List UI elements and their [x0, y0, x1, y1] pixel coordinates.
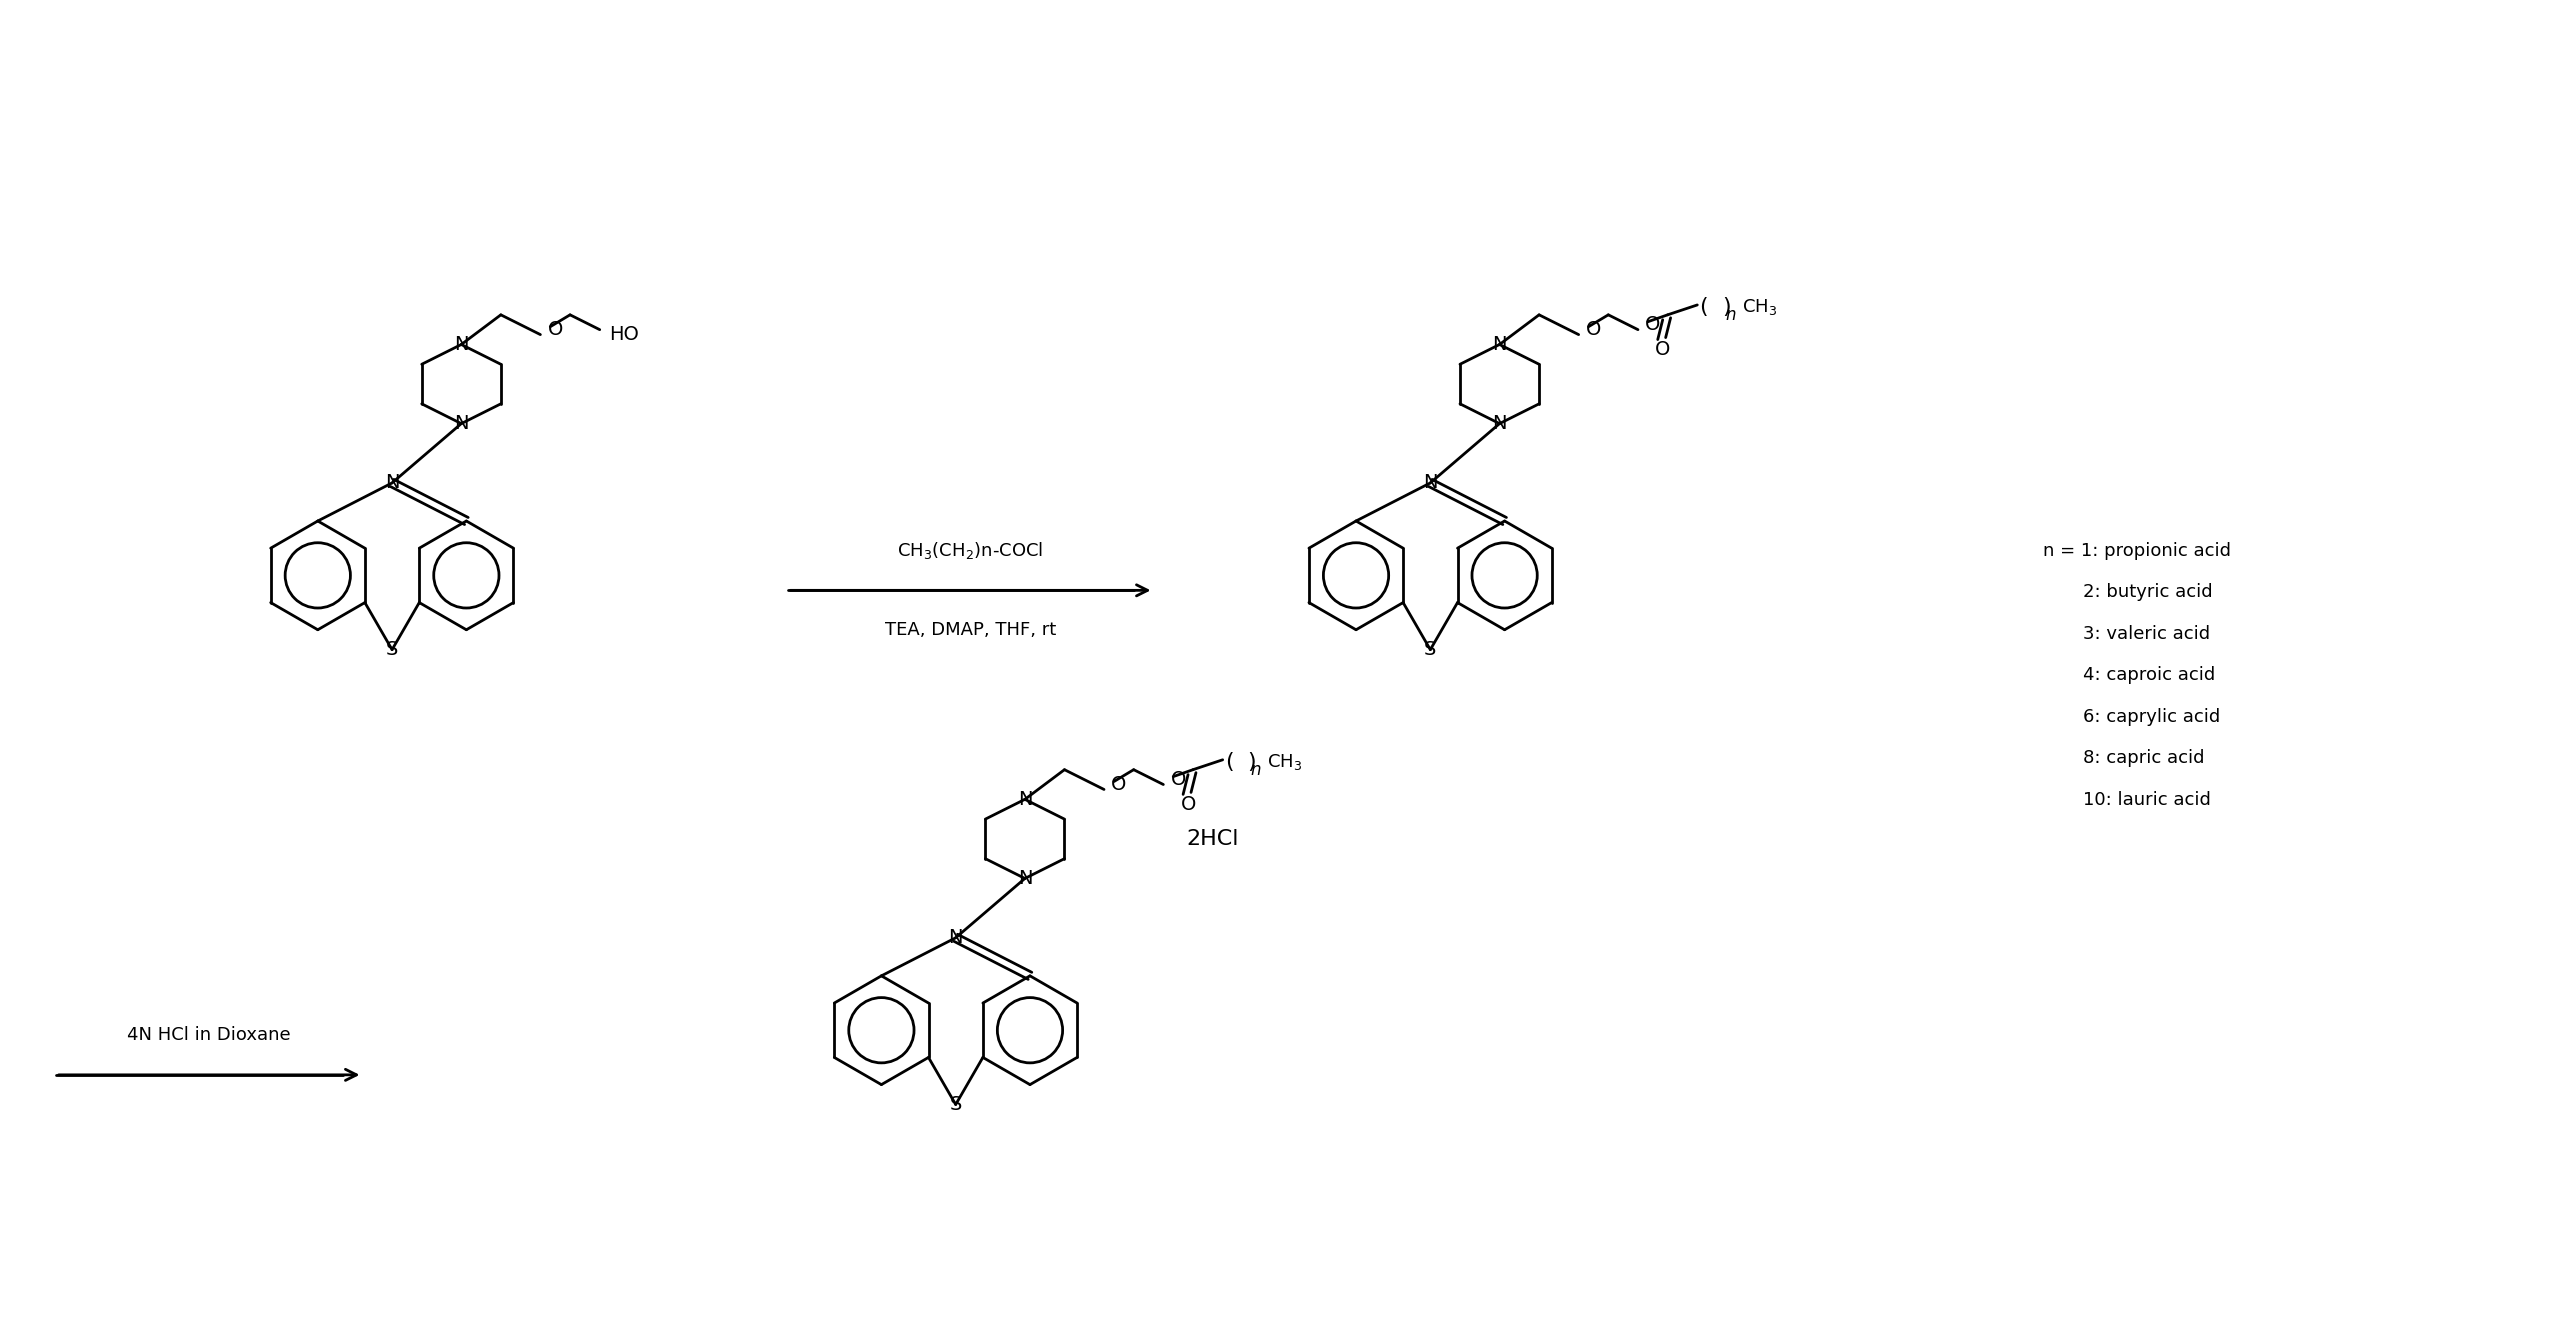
Text: S: S [949, 1095, 962, 1114]
Text: CH$_3$(CH$_2$)n-COCl: CH$_3$(CH$_2$)n-COCl [897, 541, 1044, 561]
Text: 6: caprylic acid: 6: caprylic acid [2082, 708, 2220, 726]
Text: 10: lauric acid: 10: lauric acid [2082, 791, 2210, 809]
Text: 2HCl: 2HCl [1187, 829, 1238, 849]
Text: CH$_3$: CH$_3$ [1741, 296, 1777, 316]
Text: HO: HO [610, 326, 638, 344]
Text: N: N [949, 928, 964, 948]
Text: N: N [1492, 335, 1508, 354]
Text: N: N [1018, 789, 1033, 809]
Text: S: S [1423, 641, 1436, 659]
Text: TEA, DMAP, THF, rt: TEA, DMAP, THF, rt [885, 621, 1056, 639]
Text: N: N [1018, 869, 1033, 888]
Text: 4: caproic acid: 4: caproic acid [2082, 666, 2215, 684]
Text: CH$_3$: CH$_3$ [1267, 752, 1303, 772]
Text: n: n [1251, 760, 1261, 779]
Text: (: ( [1700, 296, 1708, 316]
Text: O: O [1646, 315, 1661, 334]
Text: O: O [1654, 340, 1669, 359]
Text: ): ) [1249, 752, 1256, 772]
Text: N: N [1492, 415, 1508, 433]
Text: O: O [1179, 795, 1195, 813]
Text: N: N [454, 335, 469, 354]
Text: 2: butyric acid: 2: butyric acid [2082, 583, 2213, 601]
Text: O: O [1585, 320, 1600, 339]
Text: O: O [1172, 769, 1187, 789]
Text: 4N HCl in Dioxane: 4N HCl in Dioxane [128, 1026, 290, 1045]
Text: ): ) [1723, 296, 1731, 316]
Text: (: ( [1226, 752, 1233, 772]
Text: 8: capric acid: 8: capric acid [2082, 750, 2205, 767]
Text: S: S [387, 641, 397, 659]
Text: N: N [454, 415, 469, 433]
Text: O: O [549, 320, 564, 339]
Text: N: N [385, 473, 400, 493]
Text: n = 1: propionic acid: n = 1: propionic acid [2044, 542, 2231, 560]
Text: O: O [1110, 775, 1126, 793]
Text: n: n [1726, 306, 1736, 324]
Text: N: N [1423, 473, 1438, 493]
Text: 3: valeric acid: 3: valeric acid [2082, 625, 2210, 643]
